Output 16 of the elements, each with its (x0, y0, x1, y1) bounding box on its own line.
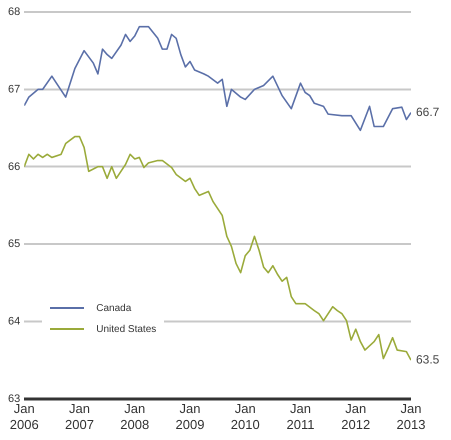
x-tick-label: Jan 2009 (176, 401, 204, 432)
legend-label: Canada (96, 302, 132, 314)
x-tick-label: Jan 2007 (65, 401, 94, 432)
x-tick-label: Jan 2011 (286, 401, 314, 432)
y-tick-label: 68 (8, 6, 20, 18)
y-tick-label: 65 (8, 238, 20, 250)
x-tick-label: Jan 2008 (120, 401, 150, 432)
x-tick-label: Jan 2010 (230, 401, 260, 432)
x-tick-label: Jan 2012 (341, 401, 370, 432)
annotation: 66.7 (416, 104, 440, 119)
y-tick-label: 66 (8, 160, 20, 173)
annotation: 63.5 (416, 352, 440, 366)
legend-label: United States (96, 324, 156, 335)
y-tick-label: 64 (8, 315, 20, 328)
x-tick-label: Jan 2013 (396, 401, 426, 432)
y-tick-label: 67 (8, 83, 20, 96)
